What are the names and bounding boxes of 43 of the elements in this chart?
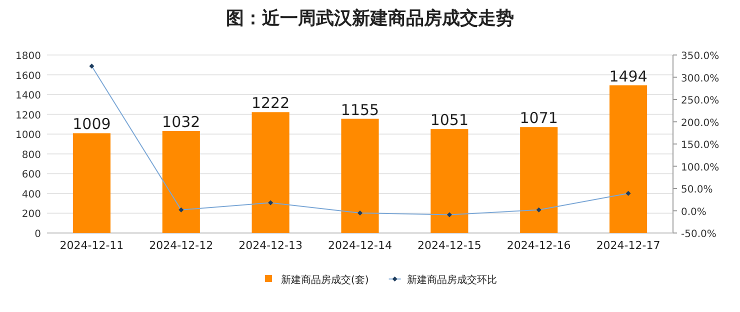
x-tick-label: 2024-12-16 (506, 239, 571, 252)
y-tick-label: 1000 (16, 130, 41, 142)
y-tick-label: 200 (22, 209, 41, 220)
y2-tick-label: 100.0% (681, 162, 720, 174)
y-tick-label: 1600 (16, 70, 41, 82)
data-label: 1494 (609, 67, 648, 86)
bar (341, 118, 379, 233)
data-label: 1155 (340, 100, 380, 119)
y-tick-label: 1800 (16, 51, 41, 62)
data-label: 1222 (251, 94, 290, 112)
bar (430, 129, 468, 233)
x-tick-label: 2024-12-11 (60, 239, 124, 252)
legend-label: 新建商品房成交环比 (406, 274, 497, 286)
legend-label: 新建商品房成交(套) (281, 274, 369, 286)
y2-tick-label: 0.0% (681, 206, 706, 218)
x-tick-label: 2024-12-17 (596, 239, 660, 252)
y2-tick-label: 200.0% (681, 118, 720, 129)
y2-tick-label: 350.0% (681, 51, 720, 62)
y2-tick-label: 50.0% (681, 184, 713, 196)
bar (252, 112, 290, 233)
x-tick-label: 2024-12-13 (238, 239, 303, 252)
x-tick-label: 2024-12-15 (417, 239, 482, 252)
x-tick-label: 2024-12-14 (328, 239, 392, 252)
bar (520, 127, 558, 233)
y2-tick-label: -50.0% (681, 229, 716, 240)
bar (610, 85, 648, 233)
bar (162, 130, 200, 233)
y-tick-label: 400 (22, 189, 41, 200)
data-label: 1009 (72, 115, 111, 134)
data-label: 1071 (520, 109, 558, 128)
y-tick-label: 1400 (16, 90, 41, 102)
y-tick-label: 0 (34, 229, 41, 240)
data-label: 1032 (162, 112, 200, 131)
y-tick-label: 600 (22, 170, 41, 181)
chart-title: 图：近一周武汉新建商品房成交走势 (226, 8, 514, 29)
y2-tick-label: 150.0% (681, 140, 720, 151)
y-tick-label: 1200 (16, 110, 41, 122)
data-label: 1051 (430, 111, 469, 130)
x-tick-label: 2024-12-12 (149, 239, 214, 252)
y-tick-label: 800 (22, 150, 41, 161)
bar (72, 133, 110, 233)
y2-tick-label: 250.0% (681, 96, 720, 106)
y2-tick-label: 300.0% (681, 73, 720, 84)
